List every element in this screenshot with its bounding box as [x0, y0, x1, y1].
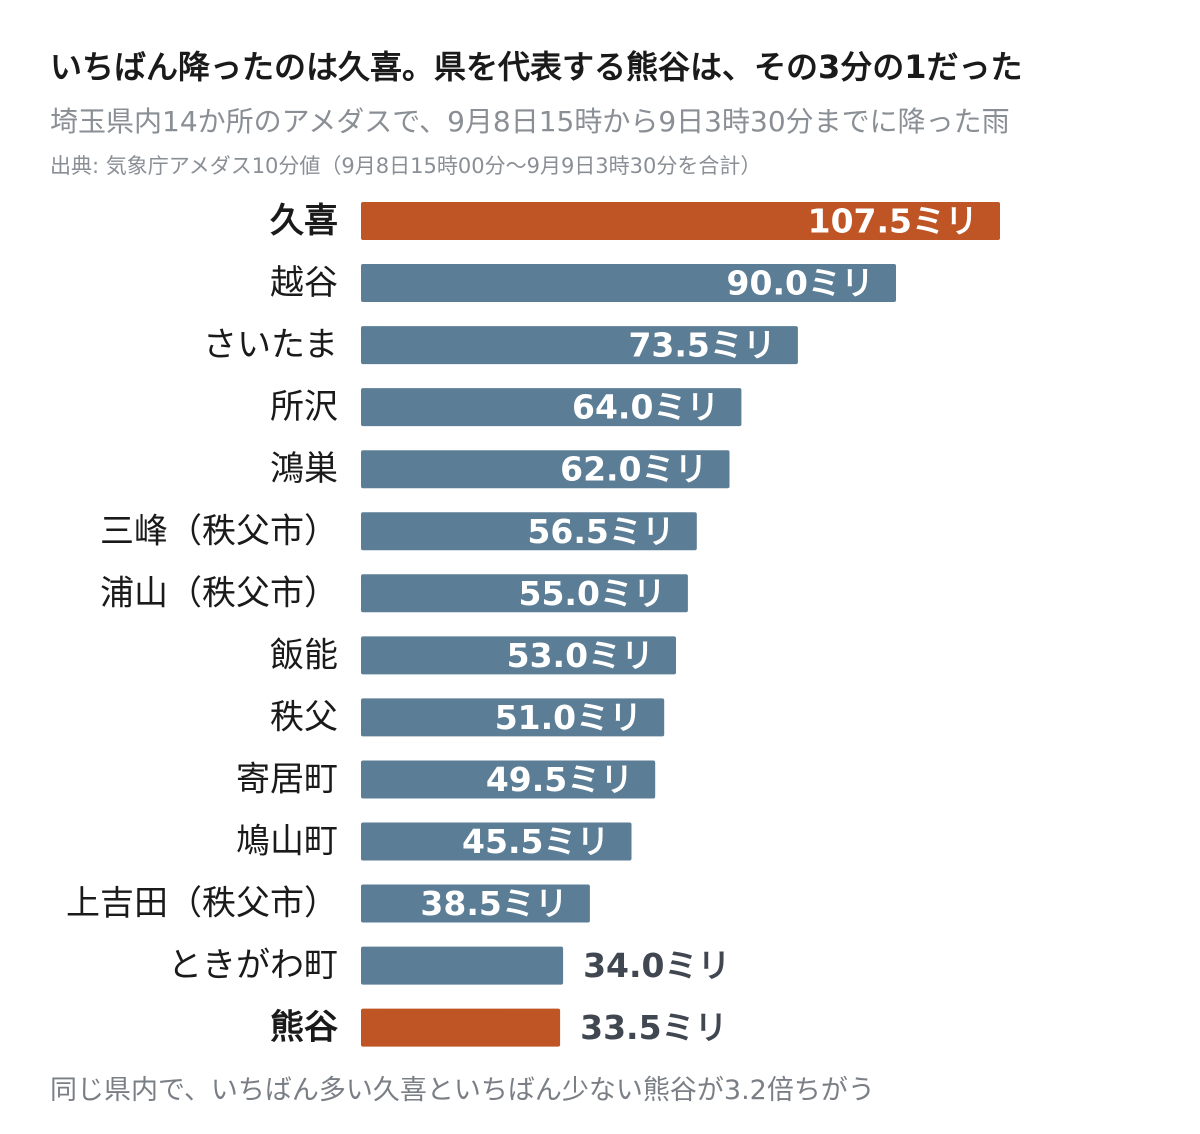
value-label: 34.0ミリ [583, 946, 730, 985]
value-label: 51.0ミリ [495, 698, 642, 737]
value-label: 90.0ミリ [727, 264, 874, 303]
category-label: 越谷 [270, 263, 338, 303]
category-label: 鳩山町 [236, 822, 338, 862]
bar [361, 698, 665, 737]
value-label: 55.0ミリ [519, 574, 666, 613]
category-label: 所沢 [270, 387, 338, 427]
chart-subtitle: 埼玉県内14か所のアメダスで、9月8日15時から9日3時30分までに降った雨 [50, 105, 1010, 138]
category-label: 浦山（秩父市） [100, 573, 338, 613]
category-label: 鴻巣 [270, 449, 338, 489]
bar [361, 574, 688, 613]
chart-footnote: 同じ県内で、いちばん多い久喜といちばん少ない熊谷が3.2倍ちがう [50, 1075, 875, 1106]
bar [361, 760, 656, 799]
category-label: 上吉田（秩父市） [66, 884, 338, 924]
bar [361, 946, 564, 985]
category-label: 熊谷 [270, 1008, 338, 1048]
category-label: 久喜 [270, 201, 338, 241]
value-label: 49.5ミリ [486, 760, 633, 799]
bar [361, 884, 590, 923]
value-label: 38.5ミリ [420, 884, 567, 923]
category-label: 飯能 [270, 635, 338, 675]
bar [361, 822, 632, 861]
bar [361, 388, 742, 427]
bar [361, 202, 1000, 240]
value-label: 64.0ミリ [572, 388, 719, 427]
chart-source: 出典: 気象庁アメダス10分値（9月8日15時00分〜9月9日3時30分を合計） [50, 154, 762, 178]
chart-title: いちばん降ったのは久喜。県を代表する熊谷は、その3分の1だった [50, 48, 1023, 86]
bar [361, 512, 697, 551]
bar [361, 450, 730, 489]
bar [361, 326, 798, 365]
value-label: 45.5ミリ [462, 822, 609, 861]
category-label: 三峰（秩父市） [100, 511, 338, 551]
value-label: 107.5ミリ [808, 202, 978, 241]
category-label: 秩父 [270, 697, 338, 737]
category-label: ときがわ町 [168, 946, 338, 986]
value-label: 73.5ミリ [628, 326, 775, 365]
value-label: 62.0ミリ [560, 450, 707, 489]
category-label: さいたま [203, 325, 338, 365]
bar [361, 264, 896, 303]
bar [361, 1008, 561, 1047]
value-label: 53.0ミリ [507, 636, 654, 675]
bar [361, 636, 676, 675]
category-label: 寄居町 [236, 759, 338, 799]
value-label: 56.5ミリ [527, 512, 674, 551]
value-label: 33.5ミリ [580, 1008, 727, 1047]
